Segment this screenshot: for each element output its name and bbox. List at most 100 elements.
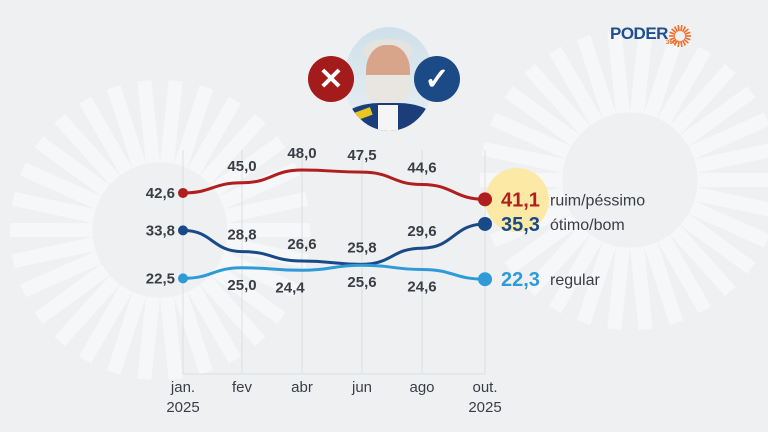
president-photo [344, 27, 434, 131]
data-label: 28,8 [227, 227, 256, 244]
sun-ray [684, 31, 691, 36]
sun-ray [681, 39, 687, 46]
x-tick-line: jan. [170, 379, 195, 396]
ray [657, 46, 712, 126]
series-line-1 [182, 222, 486, 266]
ray [137, 80, 160, 164]
sun-ray [680, 40, 683, 47]
ray [644, 242, 684, 325]
x-icon: ✕ [308, 56, 354, 102]
ray [504, 86, 580, 146]
sun-ray [671, 38, 677, 44]
ray [54, 113, 121, 185]
ray [199, 275, 266, 347]
ray [680, 86, 756, 146]
x-tick-line: abr [291, 379, 313, 396]
ray [669, 63, 736, 135]
ray [54, 275, 121, 347]
ray [187, 284, 242, 364]
sun-ray [677, 40, 680, 47]
ray [224, 191, 309, 223]
data-label: 45,0 [227, 158, 256, 175]
data-label: 48,0 [287, 145, 316, 162]
data-label: 47,5 [347, 147, 376, 164]
ray [20, 162, 102, 209]
data-point [178, 273, 188, 284]
sun-ray [671, 28, 677, 34]
series-name-label: regular [550, 272, 600, 289]
data-label: 44,6 [407, 159, 436, 176]
sun-ray [684, 36, 691, 41]
ray [576, 35, 616, 118]
x-tick-label: jan. 2025 [166, 379, 199, 416]
highlight-circle [485, 168, 549, 232]
ray [218, 251, 300, 298]
ray [481, 141, 566, 173]
ray [524, 63, 591, 135]
ray [174, 292, 214, 375]
ray [490, 112, 572, 159]
ray [11, 237, 96, 269]
data-point [178, 225, 188, 236]
ray [174, 85, 214, 168]
ray [630, 246, 653, 330]
ray [694, 187, 768, 217]
ray [630, 30, 653, 114]
ray [106, 292, 146, 375]
x-tick-line: 2025 [468, 399, 501, 416]
ray [160, 80, 183, 164]
ray [657, 234, 712, 314]
data-point-last [478, 192, 492, 207]
ray [34, 136, 110, 196]
ray [20, 251, 102, 298]
ray [688, 201, 768, 248]
sun-ray [673, 26, 679, 33]
data-label: 25,6 [347, 274, 376, 291]
series-name-label: ruim/péssimo [550, 192, 645, 209]
ray [106, 85, 146, 168]
ray [669, 225, 736, 297]
ray [11, 191, 96, 223]
series-line-0 [182, 168, 486, 201]
last-value-label: 35,3 [501, 214, 540, 236]
sun-ray [677, 25, 680, 32]
sun-ray [683, 28, 689, 34]
ray [548, 234, 603, 314]
ray [199, 113, 266, 185]
ray [218, 162, 300, 209]
ray [694, 143, 768, 173]
x-tick-line: ago [409, 379, 434, 396]
check-icon: ✓ [414, 56, 460, 102]
data-point-last [478, 216, 492, 231]
ray [187, 96, 242, 176]
sun-ray [680, 25, 683, 32]
x-tick-label: ago [409, 379, 434, 396]
x-tick-line: out. [472, 379, 497, 396]
ray [607, 246, 630, 330]
data-point [178, 187, 188, 198]
data-label: 24,4 [275, 279, 305, 296]
ray [137, 296, 160, 380]
x-tick-label: abr [291, 379, 313, 396]
sun-ray [673, 39, 679, 46]
ray [607, 30, 630, 114]
ray [210, 264, 286, 324]
sun-ray [669, 31, 676, 36]
last-value-label: 41,1 [501, 189, 540, 211]
ray [524, 225, 591, 297]
x-tick-label: fev [232, 379, 253, 396]
ray [210, 136, 286, 196]
data-label: 29,6 [407, 223, 436, 240]
ray [644, 35, 684, 118]
x-tick-label: out. 2025 [468, 379, 501, 416]
ray [34, 264, 110, 324]
ray [576, 242, 616, 325]
data-point-last [478, 272, 492, 287]
logo-sub: 360 [666, 40, 677, 46]
data-label: 25,8 [347, 239, 376, 256]
sun-ray [681, 26, 687, 33]
x-tick-line: jun [351, 379, 372, 396]
x-tick-line: 2025 [166, 399, 199, 416]
